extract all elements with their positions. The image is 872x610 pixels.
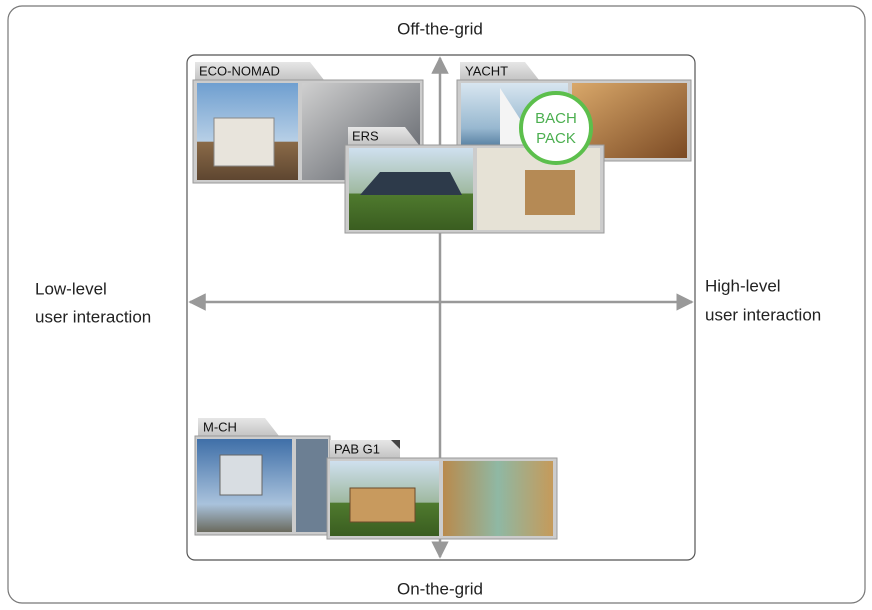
card: PAB G1 <box>327 440 557 539</box>
badge: BACH PACK <box>521 93 591 163</box>
axis-label-bottom: On-the-grid <box>397 579 483 598</box>
badge-text: BACH <box>535 110 577 127</box>
card-label: YACHT <box>465 63 508 78</box>
photo-detail <box>220 455 262 495</box>
page: {"axes": {"top": "Off-the-grid", "bottom… <box>0 0 872 610</box>
axis-label-right: High-level <box>705 276 781 295</box>
photo <box>443 461 553 536</box>
badge-circle <box>521 93 591 163</box>
photo-detail <box>214 118 274 166</box>
photo-detail <box>350 488 415 522</box>
photo-detail <box>525 170 575 215</box>
diagram: Off-the-grid On-the-grid Low-level user … <box>0 0 872 610</box>
card-label: PAB G1 <box>334 441 380 456</box>
card-label: ECO-NOMAD <box>199 63 280 78</box>
badge-text: PACK <box>536 130 576 147</box>
axis-label-left: user interaction <box>35 307 151 326</box>
photo <box>296 439 328 532</box>
card-label: M-CH <box>203 419 237 434</box>
axis-label-left: Low-level <box>35 279 107 298</box>
card-label: ERS <box>352 128 379 143</box>
card: M-CH <box>195 418 330 535</box>
axis-label-top: Off-the-grid <box>397 19 483 38</box>
axis-label-right: user interaction <box>705 305 821 324</box>
